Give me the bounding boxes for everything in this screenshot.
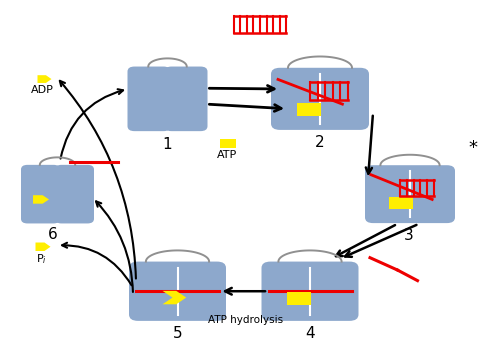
Text: ATP: ATP <box>218 150 238 160</box>
Text: 5: 5 <box>172 326 182 341</box>
FancyBboxPatch shape <box>128 67 170 131</box>
Polygon shape <box>33 195 49 204</box>
FancyBboxPatch shape <box>365 165 455 223</box>
FancyBboxPatch shape <box>55 165 94 223</box>
FancyBboxPatch shape <box>271 68 369 130</box>
Text: ADP: ADP <box>31 85 54 95</box>
Polygon shape <box>38 75 52 83</box>
Text: 3: 3 <box>404 228 414 243</box>
Text: *: * <box>468 139 477 157</box>
Polygon shape <box>36 243 51 251</box>
FancyBboxPatch shape <box>129 262 226 321</box>
Text: 6: 6 <box>48 227 58 242</box>
FancyBboxPatch shape <box>297 103 321 116</box>
FancyBboxPatch shape <box>287 292 311 305</box>
Text: 2: 2 <box>315 135 325 150</box>
Text: 1: 1 <box>162 137 172 152</box>
Text: 4: 4 <box>305 326 315 341</box>
FancyBboxPatch shape <box>390 197 412 209</box>
FancyBboxPatch shape <box>21 165 60 223</box>
FancyBboxPatch shape <box>220 139 236 148</box>
Text: ATP hydrolysis: ATP hydrolysis <box>208 315 284 325</box>
FancyBboxPatch shape <box>262 262 358 321</box>
Text: P$_i$: P$_i$ <box>36 252 46 266</box>
FancyBboxPatch shape <box>164 67 208 131</box>
Polygon shape <box>162 291 186 304</box>
